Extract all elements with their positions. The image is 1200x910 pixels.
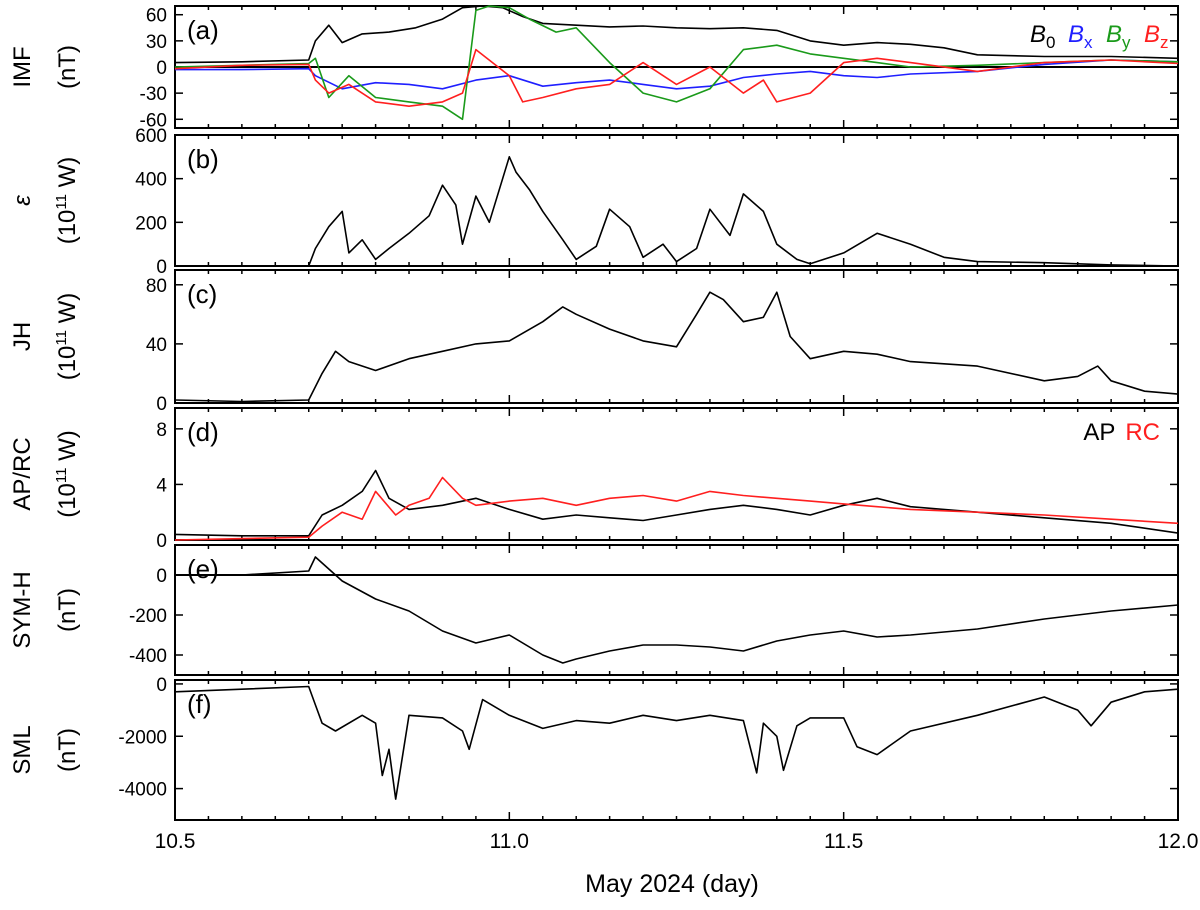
y-tick-label: 0 [156, 58, 167, 79]
y-tick-label: 200 [135, 213, 167, 234]
y-axis-label-line2: (1011 W) [53, 293, 81, 381]
series-line-Bz [174, 48, 1179, 107]
y-axis-label-line1: JH [9, 322, 36, 351]
plot-frame [174, 544, 1179, 676]
y-tick-label: 0 [156, 531, 167, 552]
y-tick-label: 8 [156, 420, 167, 441]
panel-b: 0 200 400 600 ε (1011 W) (b) [9, 126, 1179, 278]
panel-letter: (b) [187, 144, 219, 174]
series-line-series0 [174, 685, 1179, 800]
y-axis-label-line2: (nT) [54, 588, 81, 632]
plot-frame [174, 407, 1179, 541]
y-axis-label-line1: SYM-H [9, 571, 36, 648]
y-tick-label: 600 [135, 126, 167, 147]
y-axis-label-line2: (1011 W) [53, 157, 81, 245]
panel-letter: (d) [187, 417, 219, 447]
y-axis-label-line1: SML [9, 725, 36, 774]
series-line-AP [174, 469, 1179, 537]
y-axis-label-line2: (nT) [54, 45, 81, 89]
y-tick-label: 60 [146, 6, 167, 27]
series-line-By [174, 5, 1179, 121]
y-tick-label: 0 [156, 394, 167, 415]
y-tick-label: 0 [156, 257, 167, 278]
x-tick-label: 11.0 [490, 830, 529, 853]
legend-entry: Bz [1144, 21, 1169, 52]
series-line-RC [174, 476, 1179, 541]
y-tick-label: -30 [140, 84, 167, 105]
y-tick-label: 0 [156, 675, 167, 696]
panel-e: -400 -200 0 SYM-H (nT) (e) [9, 544, 1179, 676]
legend-entry: By [1106, 21, 1131, 52]
x-axis-label: May 2024 (day) [585, 870, 759, 898]
plot-frame [174, 134, 1179, 267]
y-tick-label: 4 [156, 475, 167, 496]
y-tick-label: 400 [135, 170, 167, 191]
plot-frame [174, 269, 1179, 404]
panel-letter: (c) [187, 279, 217, 309]
panel-d: 0 4 8 AP/RC (1011 W) (d) AP RC [9, 407, 1179, 552]
y-axis-label-line2: (1011 W) [53, 430, 81, 518]
panel-c: 0 40 80 JH (1011 W) (c) [9, 269, 1179, 415]
y-tick-label: -60 [140, 110, 167, 131]
y-axis-label-line1: ε [9, 195, 36, 206]
y-tick-label: 0 [156, 566, 167, 587]
panel-letter: (e) [187, 554, 219, 584]
panel-f: -4000 -2000 0 SML (nT) (f) [9, 675, 1179, 821]
panel-letter: (f) [187, 689, 212, 719]
x-tick-label: 11.5 [824, 830, 863, 853]
x-axis: 10.5 11.0 11.5 12.0 [155, 830, 1199, 853]
y-tick-label: -2000 [118, 727, 167, 748]
y-axis-label-line1: AP/RC [9, 437, 36, 510]
y-tick-label: 30 [146, 32, 167, 53]
series-line-series0 [175, 556, 1179, 664]
x-tick-label: 10.5 [155, 830, 196, 853]
y-tick-label: 80 [146, 276, 167, 297]
series-line-series0 [174, 291, 1179, 403]
y-tick-label: -4000 [118, 780, 167, 801]
legend: AP RC [1083, 419, 1160, 446]
panel-letter: (a) [187, 15, 219, 45]
x-tick-label: 12.0 [1158, 830, 1199, 853]
y-tick-label: -400 [129, 646, 167, 667]
panel-a: -60 -30 0 30 60 IMF (nT) (a) B0 Bx By Bz [9, 5, 1179, 131]
legend-entry: B0 [1030, 21, 1055, 52]
series-line-Bx [175, 59, 1179, 90]
y-tick-label: 40 [146, 335, 167, 356]
series-line-series0 [175, 156, 1179, 267]
y-axis-label-line2: (nT) [54, 728, 81, 772]
legend-entry: Bx [1068, 21, 1093, 52]
y-tick-label: -200 [129, 606, 167, 627]
y-axis-label-line1: IMF [9, 46, 36, 87]
series-line-B0 [174, 5, 1179, 64]
